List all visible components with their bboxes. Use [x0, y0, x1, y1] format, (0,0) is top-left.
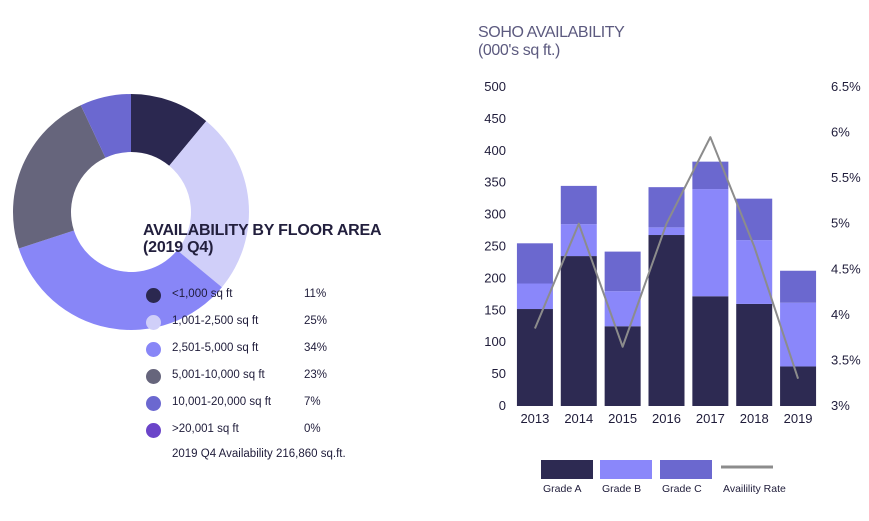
- legend-swatch: [660, 460, 712, 479]
- legend-percent: 25%: [304, 315, 328, 327]
- bar-segment-grade-c: [516, 243, 553, 284]
- x-axis-tick-label: 2014: [564, 411, 593, 426]
- soho-chart-subtitle: (000's sq ft.): [478, 42, 560, 59]
- donut-slice: [131, 94, 207, 166]
- bar-segment-grade-a: [648, 235, 685, 406]
- bar-segment-grade-a: [516, 309, 553, 406]
- donut-slice: [13, 105, 106, 249]
- legend-label: Grade B: [602, 483, 641, 495]
- y-axis-tick-label: 150: [484, 302, 506, 317]
- legend-swatch-dot: [146, 423, 161, 438]
- y-axis-tick-label: 400: [484, 143, 506, 158]
- y-axis-tick-label: 200: [484, 270, 506, 285]
- y2-axis-tick-label: 6.5%: [831, 79, 861, 94]
- legend-percent: 0%: [304, 423, 321, 435]
- floor-area-subtitle: (2019 Q4): [143, 239, 214, 256]
- legend-swatch: [600, 460, 652, 479]
- legend-swatch-dot: [146, 288, 161, 303]
- floor-area-legend: <1,000 sq ft 11% 1,001-2,500 sq ft 25% 2…: [146, 285, 376, 447]
- legend-item: 2,501-5,000 sq ft 34%: [146, 339, 376, 366]
- x-axis-tick-label: 2016: [652, 411, 681, 426]
- legend-item: 5,001-10,000 sq ft 23%: [146, 366, 376, 393]
- legend-item: 10,001-20,000 sq ft 7%: [146, 393, 376, 420]
- bar-segment-grade-b: [648, 227, 685, 236]
- legend-swatch-dot: [146, 315, 161, 330]
- bar-segment-grade-c: [604, 251, 641, 292]
- x-axis-tick-label: 2017: [696, 411, 725, 426]
- y-axis-tick-label: 100: [484, 334, 506, 349]
- y2-axis-tick-label: 6%: [831, 125, 850, 140]
- bar-segment-grade-c: [780, 270, 817, 303]
- x-axis-tick-label: 2018: [740, 411, 769, 426]
- soho-chart-title-text: SOHO AVAILABILITY: [478, 24, 625, 41]
- bar-segment-grade-a: [692, 296, 729, 406]
- legend-swatch: [541, 460, 593, 479]
- x-axis-tick-label: 2015: [608, 411, 637, 426]
- legend-label: Grade A: [543, 483, 582, 495]
- bar-segment-grade-c: [692, 161, 729, 190]
- bar-segment-grade-a: [780, 366, 817, 406]
- y-axis-tick-label: 350: [484, 175, 506, 190]
- bar-segment-grade-b: [736, 240, 773, 304]
- legend-label: 1,001-2,500 sq ft: [172, 315, 259, 327]
- x-axis-tick-label: 2019: [784, 411, 813, 426]
- floor-area-donut-chart: [13, 94, 249, 331]
- legend-item: >20,001 sq ft 0%: [146, 420, 376, 447]
- soho-availability-bar-chart: 0 50 100 150 200 250 300 350 400 450 500 3% 3.5% 4% 4.…: [484, 79, 861, 495]
- bar-segment-grade-c: [736, 198, 773, 241]
- legend-swatch-dot: [146, 369, 161, 384]
- y2-axis-tick-label: 5.5%: [831, 170, 861, 185]
- availability-rate-line: [534, 136, 800, 379]
- bar-segment-grade-c: [648, 187, 685, 228]
- floor-area-title: AVAILABILITY BY FLOOR AREA (2019 Q4): [143, 222, 403, 256]
- legend-item: 1,001-2,500 sq ft 25%: [146, 312, 376, 339]
- legend-swatch-dot: [146, 342, 161, 357]
- legend-label: Availility Rate: [723, 483, 786, 495]
- availability-note: 2019 Q4 Availability 216,860 sq.ft.: [172, 448, 346, 460]
- donut-slice: [18, 230, 222, 331]
- bar-segment-grade-a: [736, 303, 773, 406]
- y2-axis-tick-label: 5%: [831, 216, 850, 231]
- donut-slice: [169, 121, 249, 288]
- y-axis-tick-label: 500: [484, 79, 506, 94]
- bar-segment-grade-b: [692, 189, 729, 297]
- legend-percent: 34%: [304, 342, 328, 354]
- legend-label: 2,501-5,000 sq ft: [172, 342, 259, 354]
- y2-axis-tick-label: 3%: [831, 398, 850, 413]
- y2-axis-tick-label: 3.5%: [831, 352, 861, 367]
- bar-segment-grade-b: [604, 291, 641, 327]
- y-axis-tick-label: 0: [499, 398, 506, 413]
- y-axis-tick-label: 250: [484, 239, 506, 254]
- y2-axis-tick-label: 4.5%: [831, 261, 861, 276]
- y-axis-tick-label: 300: [484, 207, 506, 222]
- soho-chart-title: SOHO AVAILABILITY (000's sq ft.): [478, 24, 625, 60]
- y2-axis-tick-label: 4%: [831, 307, 850, 322]
- y-axis-tick-label: 50: [492, 366, 506, 381]
- bar-segment-grade-b: [780, 302, 817, 367]
- legend-item: <1,000 sq ft 11%: [146, 285, 376, 312]
- bar-segment-grade-a: [604, 326, 641, 406]
- bar-segment-grade-c: [560, 185, 597, 225]
- legend-percent: 7%: [304, 396, 321, 408]
- bar-segment-grade-b: [516, 283, 553, 310]
- legend-label: >20,001 sq ft: [172, 423, 239, 435]
- legend-percent: 11%: [304, 288, 327, 300]
- legend-label: 10,001-20,000 sq ft: [172, 396, 272, 408]
- legend-label: 5,001-10,000 sq ft: [172, 369, 265, 381]
- legend-label: Grade C: [662, 483, 702, 495]
- bar-segment-grade-a: [560, 256, 597, 406]
- donut-slice: [80, 94, 131, 158]
- y-axis-tick-label: 450: [484, 111, 506, 126]
- legend-swatch-dot: [146, 396, 161, 411]
- legend-percent: 23%: [304, 369, 328, 381]
- legend-label: <1,000 sq ft: [172, 288, 233, 300]
- x-axis-tick-label: 2013: [520, 411, 549, 426]
- floor-area-title-text: AVAILABILITY BY FLOOR AREA: [143, 222, 382, 239]
